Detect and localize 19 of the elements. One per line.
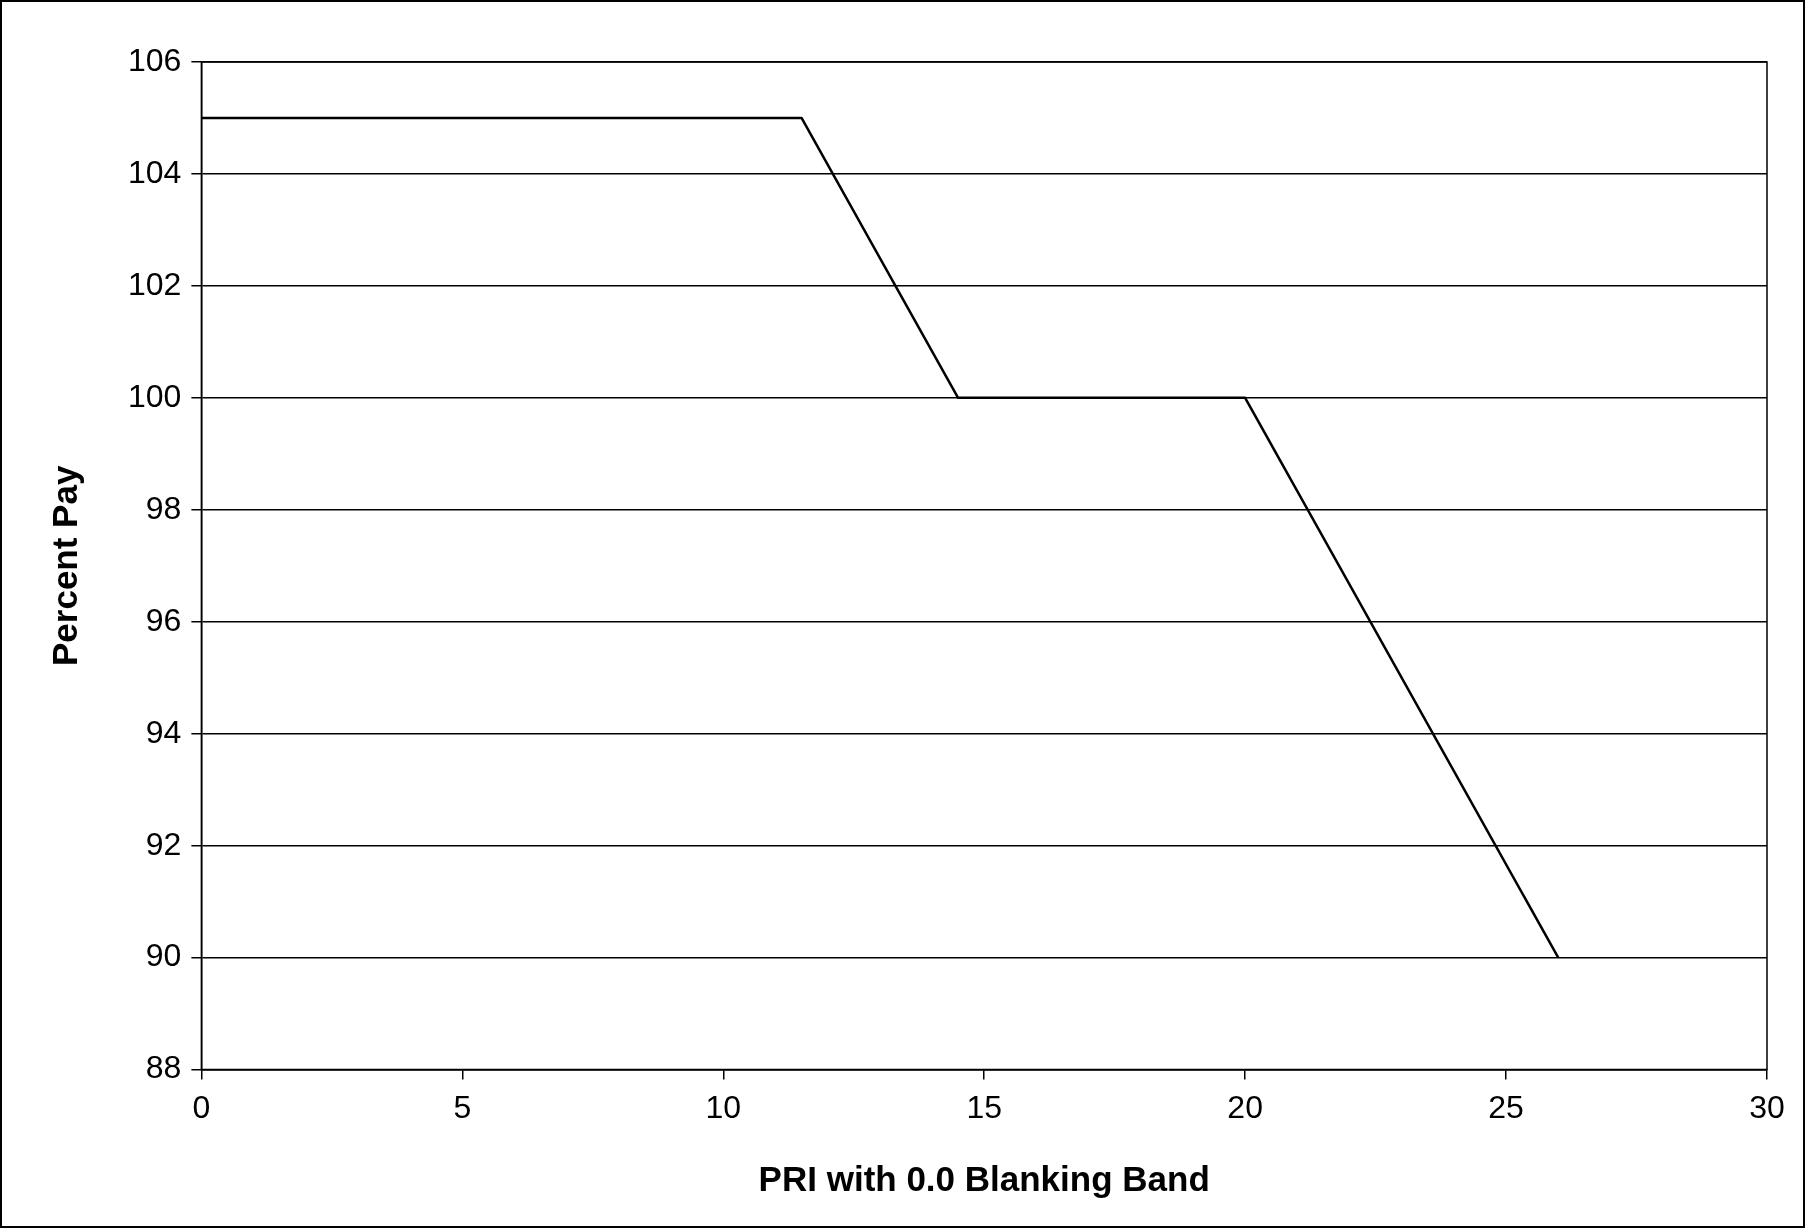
y-tick-label: 102 [128,265,182,302]
y-tick-label: 94 [145,713,182,750]
y-tick-label: 100 [128,377,182,414]
x-tick-label: 10 [705,1088,742,1125]
x-tick-label: 30 [1749,1088,1785,1125]
x-tick-label: 20 [1227,1088,1263,1125]
y-tick-label: 88 [145,1049,182,1086]
x-tick-label: 25 [1488,1088,1524,1125]
x-tick-label: 15 [966,1088,1002,1125]
y-tick-label: 106 [128,41,182,78]
y-tick-label: 96 [145,601,182,638]
y-tick-label: 98 [145,489,182,526]
y-tick-label: 104 [128,153,182,190]
y-tick-label: 92 [145,825,182,862]
y-tick-label: 90 [145,937,182,974]
x-tick-label: 5 [453,1088,472,1125]
x-tick-label: 0 [192,1088,211,1125]
x-axis-title: PRI with 0.0 Blanking Band [758,1158,1210,1198]
y-axis-title: Percent Pay [44,465,84,666]
